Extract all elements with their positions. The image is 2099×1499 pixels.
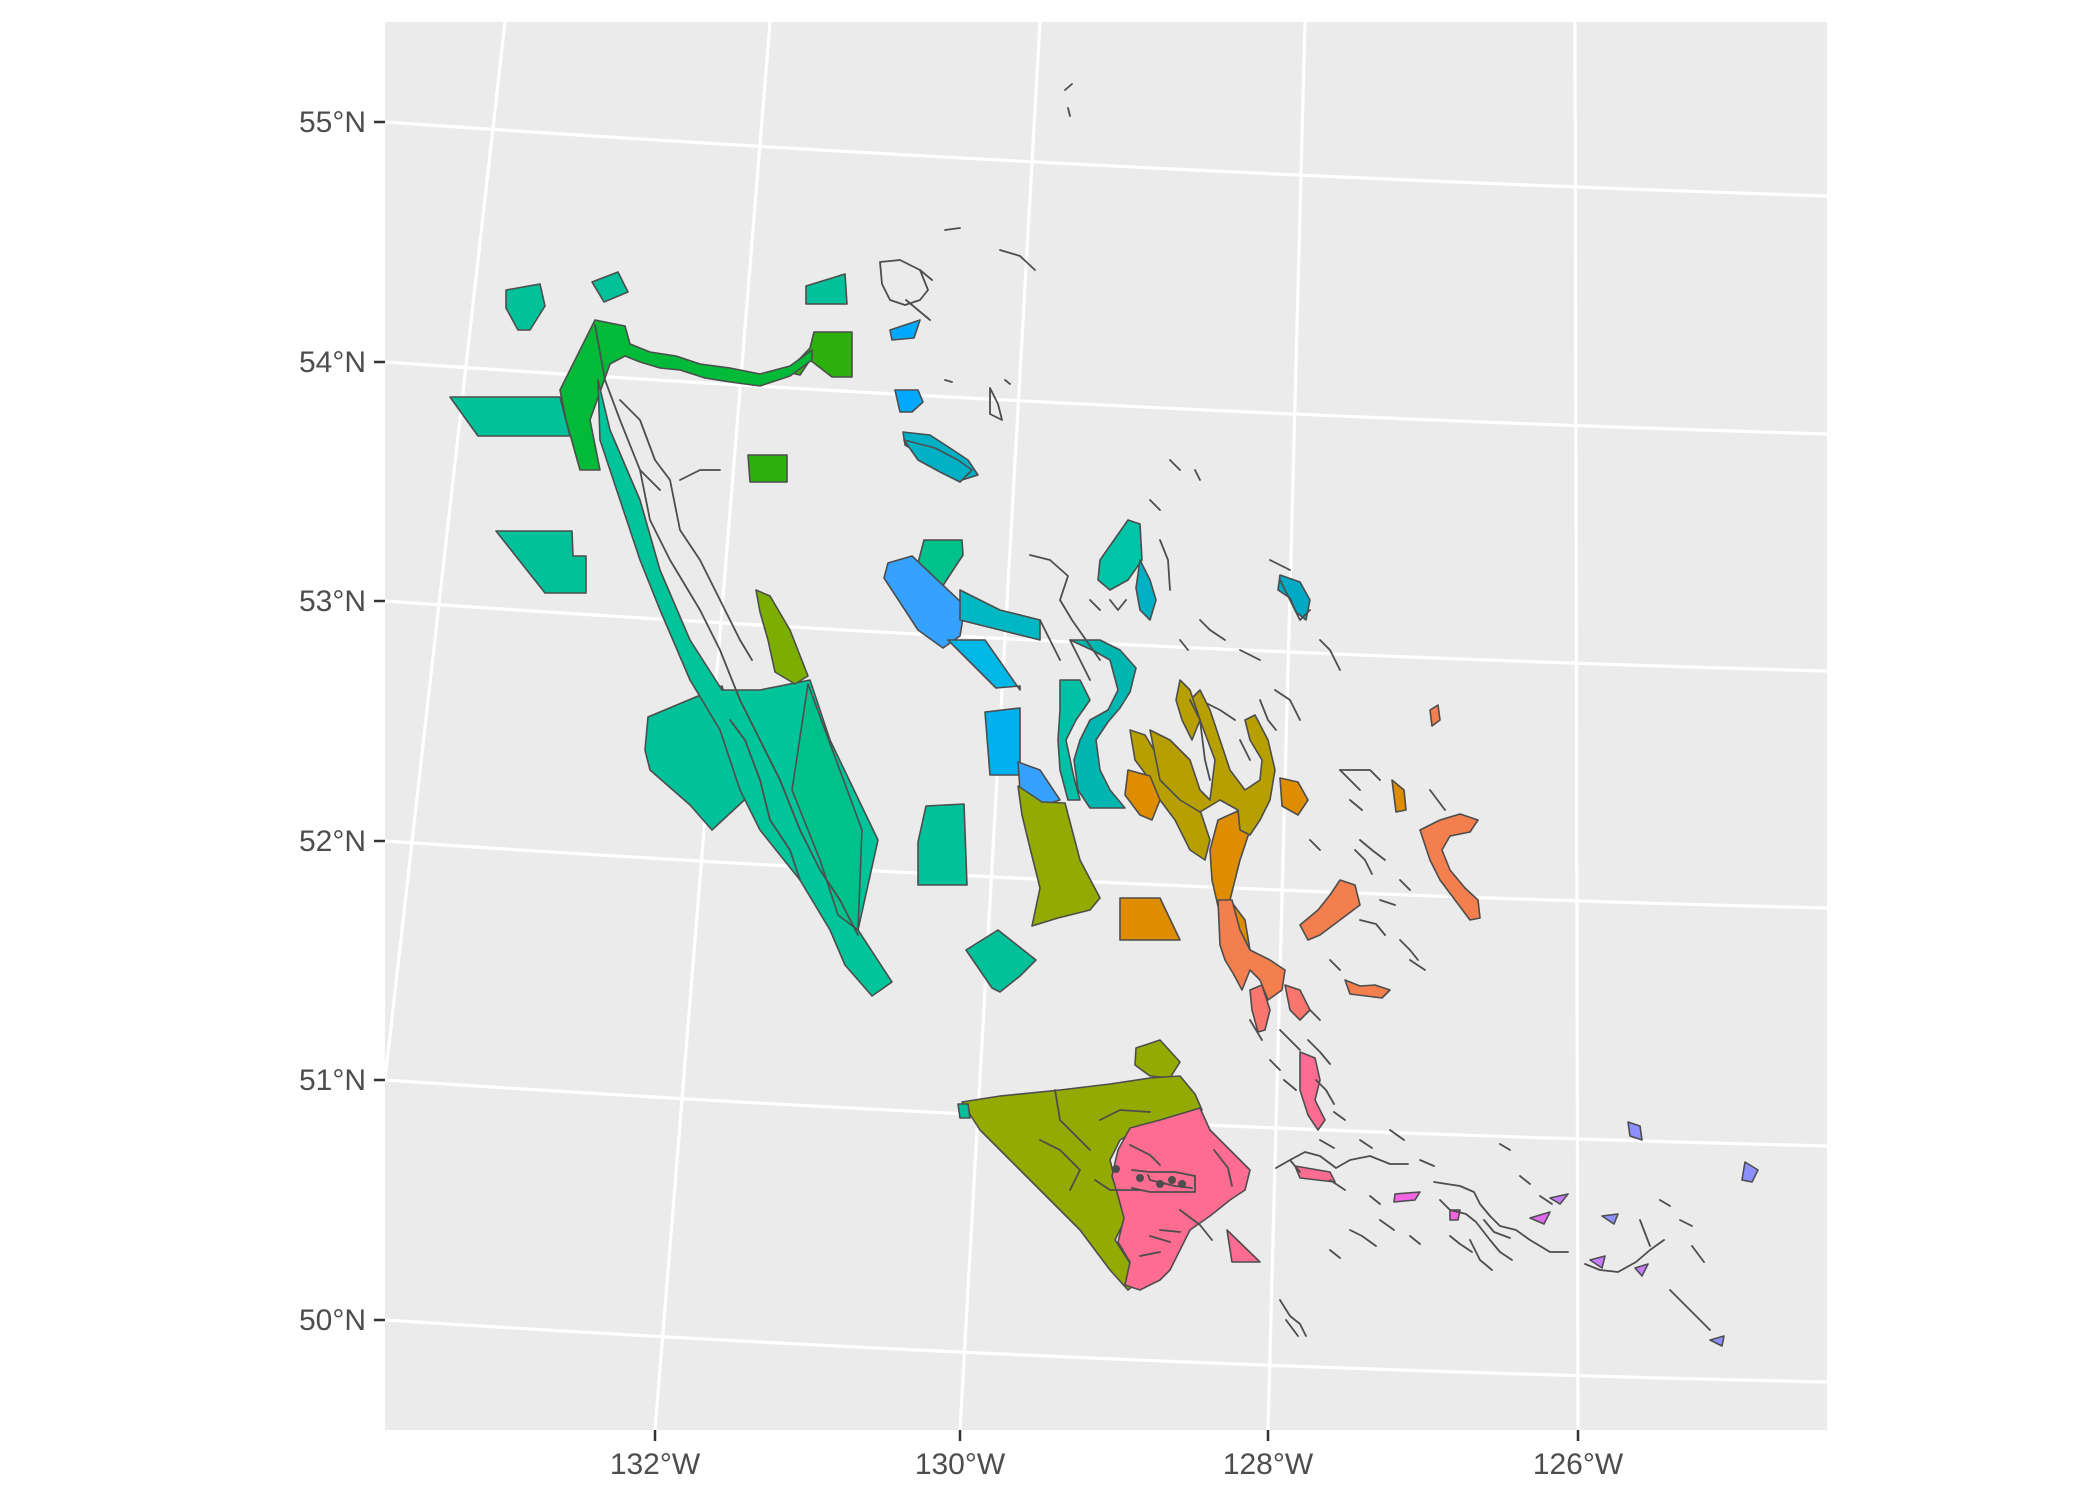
broughton-archipelago	[1329, 1199, 1513, 1261]
south-zones	[957, 1019, 1759, 1347]
violet-strip-4	[1709, 1335, 1725, 1347]
dundas-island-coast	[879, 259, 933, 321]
gardner-canal-teal	[1277, 574, 1311, 621]
teal-small-west	[957, 1103, 971, 1119]
scott-islands-dots	[1112, 1165, 1186, 1188]
bella-coola-orange	[1429, 704, 1441, 727]
north-offshore-teal-2	[917, 539, 964, 591]
central-olive-zone	[1017, 785, 1101, 927]
island-dot-5	[1178, 1180, 1186, 1188]
parallel-55n	[384, 120, 1828, 198]
central-coast-zones	[1124, 639, 1481, 1051]
y-tick-label-52n: 52°N	[299, 825, 366, 858]
central-sky-zone	[947, 639, 1021, 691]
salmon-east-coast	[1284, 984, 1311, 1021]
purple-strip-2	[1589, 1255, 1606, 1269]
central-gold-rect	[1119, 897, 1181, 941]
north-vancouver-island-coastline	[1275, 1143, 1711, 1337]
y-tick-label-53n: 53°N	[299, 585, 366, 618]
island-dot-1	[1112, 1165, 1120, 1173]
purple-strip-1	[1549, 1193, 1569, 1205]
y-tick-label-51n: 51°N	[299, 1064, 366, 1097]
mainland-north-coastline	[1029, 539, 1311, 721]
upper-channel-coast	[1039, 459, 1201, 681]
pink-inlet-2	[1294, 1165, 1336, 1183]
island-dot-3	[1156, 1180, 1164, 1188]
north-tip-olive-zone	[755, 589, 809, 685]
offshore-zone-n-3	[805, 273, 848, 305]
johnstone-strait-islands	[1289, 1129, 1435, 1205]
burke-channel-orange	[1299, 879, 1361, 941]
yellow-olive-fjords	[1149, 689, 1276, 836]
x-tick-label-126w: 126°W	[1533, 1448, 1624, 1481]
violet-strip-2	[1741, 1161, 1759, 1183]
skeena-estuary-zone	[1097, 519, 1143, 591]
north-inlets	[944, 83, 1073, 421]
dean-channel-orange	[1419, 813, 1481, 921]
central-coastline	[1189, 639, 1419, 1051]
y-tick-label-55n: 55°N	[299, 106, 366, 139]
west-offshore-zone-2	[495, 530, 587, 594]
meridian-134w	[383, 21, 507, 1081]
hakai-inlets	[1249, 1019, 1346, 1121]
salmon-central-zone	[1217, 899, 1286, 1001]
x-tick-label-128w: 128°W	[1223, 1448, 1314, 1481]
violet-strip-3	[1601, 1213, 1619, 1225]
meridian-128w	[1266, 21, 1307, 1431]
x-tick-label-130w: 130°W	[915, 1448, 1006, 1481]
fjord-lines-east	[1309, 769, 1446, 971]
central-teal-rect	[917, 803, 968, 886]
island-dot-4	[1168, 1176, 1176, 1184]
olive-channel-north	[1175, 679, 1201, 741]
y-tick-label-50n: 50°N	[299, 1304, 366, 1337]
magenta-strip-1	[1393, 1191, 1421, 1203]
offshore-zone-nw-2	[591, 271, 629, 303]
x-axis: 132°W 130°W 128°W 126°W	[610, 1430, 1624, 1481]
north-offshore-blue-1	[889, 319, 921, 341]
offshore-zone-nw-1	[505, 283, 546, 331]
north-offshore-blue-2	[894, 389, 924, 413]
douglas-channel-zone	[1069, 639, 1137, 809]
x-tick-label-132w: 132°W	[610, 1448, 701, 1481]
island-dot-2	[1136, 1174, 1144, 1182]
gold-fjord-east	[1279, 777, 1309, 816]
haida-gwaii-coastline	[594, 324, 859, 936]
central-teal-south	[965, 929, 1037, 993]
parallel-52n	[384, 839, 1828, 910]
central-teal-strip	[959, 589, 1041, 641]
gold-zone-west	[1124, 769, 1161, 821]
meridian-126w	[1573, 21, 1580, 1431]
magenta-strip-3	[1529, 1211, 1551, 1225]
central-sky-rect	[984, 707, 1021, 776]
salmon-inlet-south	[1249, 984, 1271, 1033]
porcher-island-zone	[903, 439, 973, 483]
pink-small-east	[1226, 1229, 1261, 1263]
y-axis: 55°N 54°N 53°N 52°N 51°N 50°N	[299, 106, 385, 1337]
purple-strip-3	[1634, 1263, 1649, 1277]
pink-inlet-1	[1299, 1051, 1326, 1131]
violet-strip-1	[1627, 1121, 1643, 1141]
northern-fjord-teal	[1135, 559, 1157, 621]
orange-east-inlets	[1344, 979, 1391, 999]
haida-gwaii-north-zones	[449, 271, 893, 997]
west-offshore-zone-1	[449, 396, 571, 437]
banks-island-teal	[1057, 679, 1091, 801]
mainland-north-coast	[879, 83, 1311, 809]
parallel-50n	[384, 1318, 1828, 1384]
mid-green-zone	[747, 454, 788, 483]
y-tick-label-54n: 54°N	[299, 346, 366, 379]
south-pink-internal-lines	[1131, 1149, 1233, 1257]
gold-fjord-east-2	[1391, 779, 1407, 813]
south-moresby-strip	[791, 683, 863, 931]
north-coast-strip	[559, 319, 813, 471]
